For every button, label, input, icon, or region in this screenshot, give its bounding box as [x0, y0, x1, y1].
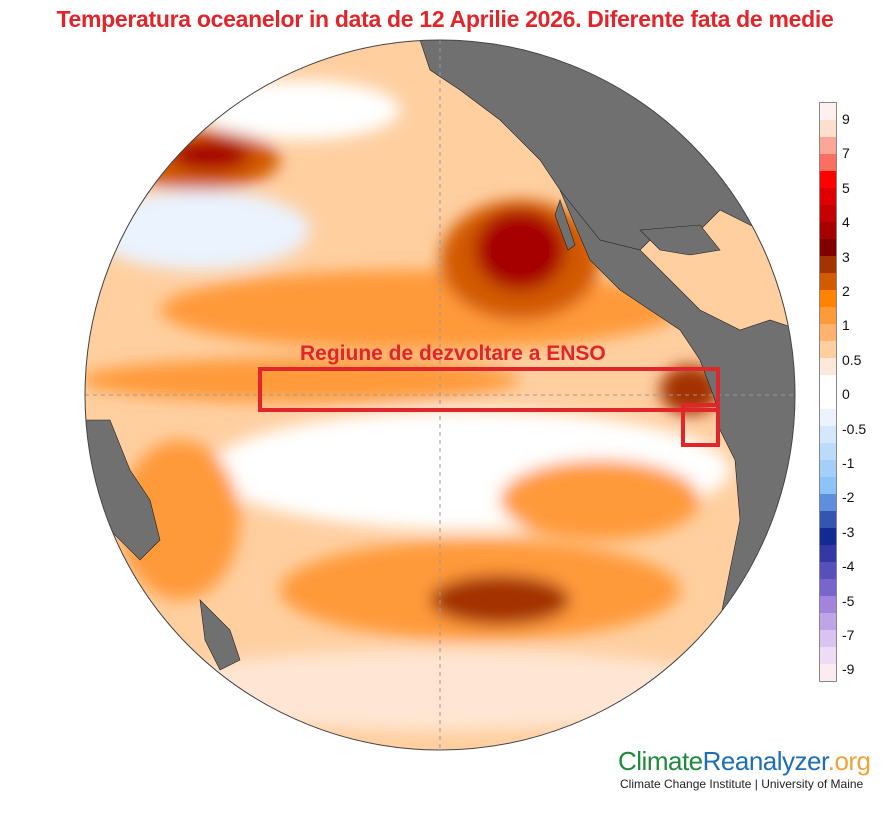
colorbar-tick-label: -9: [842, 661, 855, 678]
colorbar-tick-label: 5: [842, 179, 850, 196]
colorbar: [819, 102, 837, 682]
colorbar-swatch: [820, 188, 836, 205]
graticule: [85, 40, 795, 750]
colorbar-tick-label: 1: [842, 317, 850, 334]
colorbar-swatch: [820, 511, 836, 528]
colorbar-swatch: [820, 324, 836, 341]
colorbar-swatch: [820, 460, 836, 477]
colorbar-swatch: [820, 392, 836, 409]
colorbar-swatch: [820, 120, 836, 137]
colorbar-swatch: [820, 613, 836, 630]
colorbar-swatch: [820, 596, 836, 613]
colorbar-tick-label: 2: [842, 283, 850, 299]
logo-part-1: Climate: [618, 746, 703, 776]
colorbar-swatch: [820, 664, 836, 681]
colorbar-tick-label: -7: [842, 627, 855, 643]
colorbar-tick-label: -4: [842, 558, 855, 575]
logo: ClimateReanalyzer.org: [618, 746, 871, 777]
colorbar-swatch: [820, 409, 836, 426]
colorbar-tick-label: -3: [842, 523, 855, 540]
globe-outline: [84, 39, 796, 751]
colorbar-swatch: [820, 494, 836, 511]
colorbar-swatch: [820, 307, 836, 324]
colorbar-tick-label: 9: [842, 111, 850, 127]
colorbar-swatch: [820, 375, 836, 392]
enso-region-box: [258, 367, 720, 412]
colorbar-swatch: [820, 647, 836, 664]
colorbar-swatch: [820, 528, 836, 545]
sea-surface-anomaly: [85, 40, 795, 750]
colorbar-swatch: [820, 562, 836, 579]
logo-part-3: .org: [827, 746, 871, 776]
map-title: Temperatura oceanelor in data de 12 Apri…: [56, 6, 834, 32]
nino12-region-box: [681, 403, 720, 447]
colorbar-swatch: [820, 154, 836, 171]
colorbar-swatch: [820, 222, 836, 239]
colorbar-swatch: [820, 239, 836, 256]
colorbar-tick-label: -2: [842, 489, 855, 506]
logo-part-2: Reanalyzer: [702, 746, 829, 776]
colorbar-swatch: [820, 545, 836, 562]
colorbar-tick-label: -1: [842, 455, 855, 471]
colorbar-tick-label: 0.5: [842, 351, 862, 368]
colorbar-swatch: [820, 273, 836, 290]
colorbar-swatch: [820, 290, 836, 307]
colorbar-swatch: [820, 358, 836, 375]
colorbar-swatch: [820, 426, 836, 443]
colorbar-swatch: [820, 443, 836, 460]
colorbar-swatch: [820, 171, 836, 188]
logo-subtitle: Climate Change Institute | University of…: [620, 777, 864, 791]
colorbar-swatch: [820, 579, 836, 596]
colorbar-tick-label: 4: [842, 214, 850, 231]
colorbar-tick-label: 3: [842, 248, 850, 265]
enso-region-label: Regiune de dezvoltare a ENSO: [300, 342, 606, 365]
colorbar-swatch: [820, 256, 836, 273]
colorbar-swatch: [820, 103, 836, 120]
colorbar-swatch: [820, 205, 836, 222]
colorbar-tick-label: -0.5: [842, 420, 867, 437]
colorbar-tick-label: 7: [842, 145, 850, 162]
colorbar-tick-label: -5: [842, 592, 855, 609]
colorbar-swatch: [820, 477, 836, 494]
colorbar-swatch: [820, 341, 836, 358]
colorbar-swatch: [820, 137, 836, 154]
colorbar-tick-label: 0: [842, 386, 850, 403]
colorbar-swatch: [820, 630, 836, 647]
